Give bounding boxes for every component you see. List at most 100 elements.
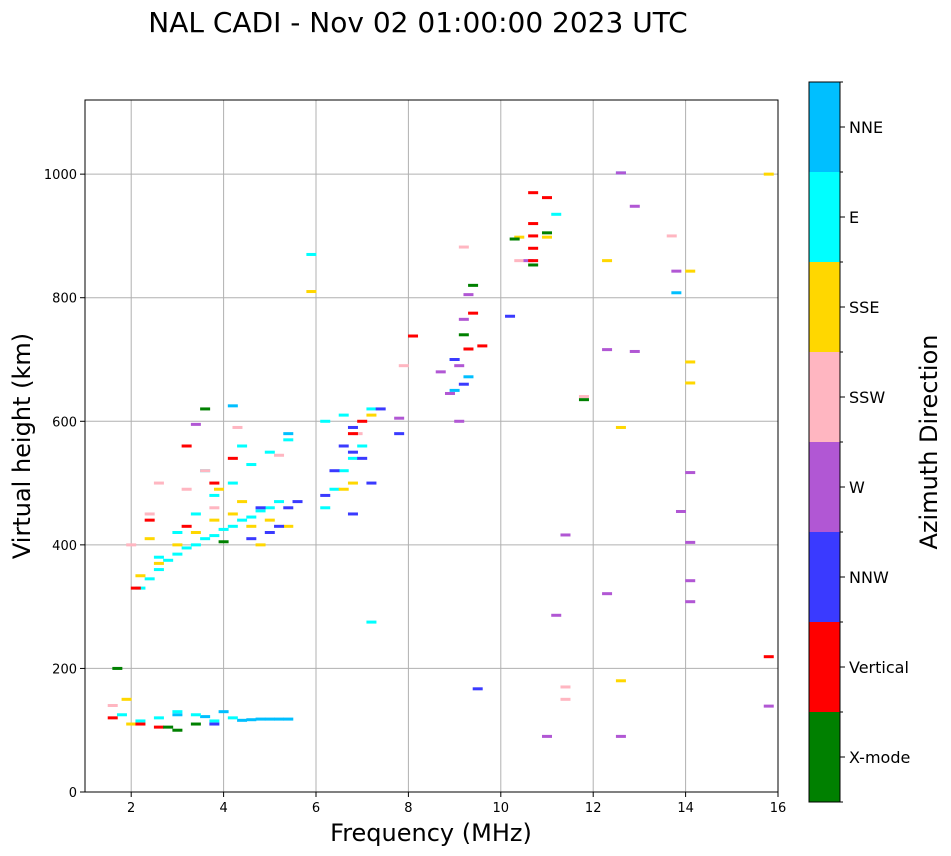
data-point-sse [135,574,146,578]
data-point-vertical [528,222,539,226]
colorbar-label: Azimuth Direction [915,335,943,550]
data-point-w [551,613,562,617]
data-point-nnw [264,531,275,534]
y-tick-label: 200 [52,662,77,677]
data-point-nne [237,718,248,722]
data-point-ssw [398,364,409,368]
data-point-vertical [209,481,220,485]
data-point-e [218,527,229,531]
x-tick-label: 4 [219,801,227,816]
data-point-ssw [514,259,525,263]
data-point-e [246,515,257,519]
colorbar-tick-label: E [849,208,859,227]
data-point-vertical [181,524,192,528]
data-point-e [135,719,146,723]
data-point-e [227,481,238,485]
data-point-x-mode [458,333,469,337]
data-point-e [320,506,331,510]
data-point-nne [283,432,294,436]
data-point-nnw [320,493,331,497]
x-axis-label: Frequency (MHz) [330,819,532,847]
data-point-x-mode [163,725,174,729]
data-point-nne [671,291,682,295]
data-point-sse [246,524,257,528]
data-point-nne [264,717,275,721]
data-point-w [444,391,455,395]
chart-title: NAL CADI - Nov 02 01:00:00 2023 UTC [148,6,687,39]
data-point-e [144,577,155,581]
data-point-sse [615,425,626,429]
data-point-sse [542,235,552,239]
data-point-nne [246,718,257,722]
data-point-e [209,493,220,497]
data-point-e [338,413,349,417]
data-point-e [153,568,164,572]
data-point-vertical [528,234,539,238]
data-point-x-mode [468,283,479,287]
data-point-e [246,463,257,467]
data-point-nnw [505,314,516,318]
data-point-x-mode [200,407,211,411]
colorbar-tick-label: X-mode [849,748,910,767]
data-point-w [602,592,613,596]
y-tick-label: 0 [69,786,77,801]
colorbar-swatch-w [809,442,840,532]
data-point-nnw [347,450,358,454]
data-point-e [172,710,183,714]
data-point-e [227,716,238,720]
data-point-sse [306,290,317,294]
data-point-vertical [468,311,479,315]
data-point-x-mode [542,231,552,235]
data-point-e [237,444,248,448]
data-point-sse [514,235,525,239]
data-points [107,171,774,738]
data-point-w [190,422,201,426]
data-point-vertical [347,432,358,436]
data-point-nnw [338,444,349,448]
data-point-x-mode [218,540,229,544]
data-point-e [357,444,368,448]
data-point-e [366,407,377,411]
data-point-ssw [560,697,571,701]
y-tick-label: 600 [52,415,77,430]
colorbar-tick-label: Vertical [849,658,909,677]
data-point-e [153,555,164,559]
data-point-w [560,533,571,537]
data-point-sse [213,487,224,491]
data-point-nne [218,710,229,714]
colorbar: X-mode Vertical NNW W SSW SSE E NNE [808,81,910,803]
x-tick-label: 12 [585,801,602,816]
data-point-e [338,469,349,473]
data-point-e [320,419,331,423]
colorbar-tick-label: NNE [849,118,883,137]
data-point-w [615,734,626,738]
data-point-ssw [200,469,211,473]
data-point-nnw [366,481,377,485]
y-tick-label: 1000 [44,168,77,183]
data-point-nnw [449,358,460,361]
data-point-nne [274,717,285,721]
data-point-e [329,487,340,491]
data-point-w [542,734,552,738]
data-point-nne [200,715,211,719]
data-point-nnw [292,500,303,504]
data-point-e [190,512,201,516]
data-point-e [209,719,220,723]
data-point-vertical [463,347,474,351]
colorbar-swatch-sse [809,262,840,352]
data-point-vertical [227,456,238,460]
data-point-nne [255,717,266,721]
x-tick-label: 2 [127,801,135,816]
data-point-vertical [408,334,419,338]
axes [84,99,779,793]
data-point-sse [763,172,774,176]
colorbar-swatch-x-mode [809,712,840,802]
colorbar-tick-label: SSW [849,388,885,407]
data-point-e [172,552,183,556]
data-point-nnw [458,382,469,386]
data-point-sse [237,500,248,504]
data-point-sse [602,259,613,263]
data-point-ssw [144,512,155,516]
data-point-w [685,579,696,583]
data-point-vertical [357,419,368,423]
